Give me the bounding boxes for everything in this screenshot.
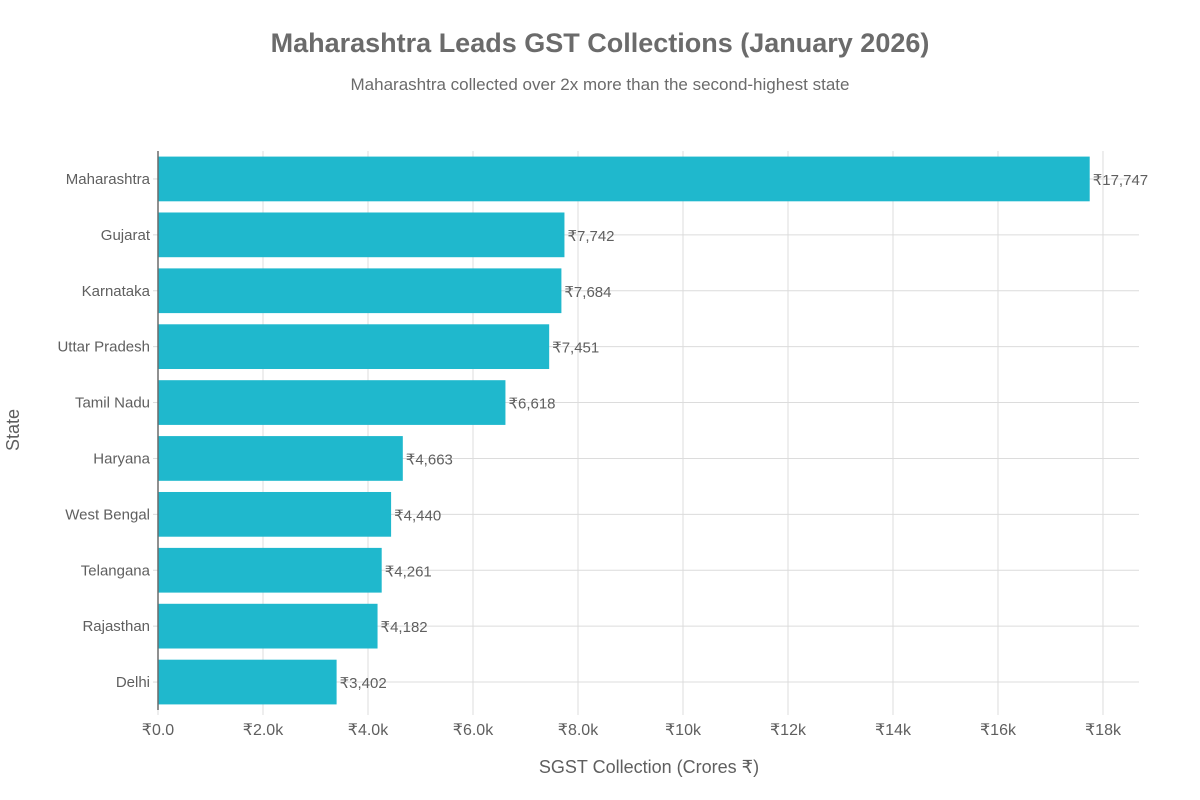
data-label: ₹6,618: [508, 396, 555, 413]
x-tick-label: ₹16k: [980, 722, 1017, 739]
y-tick-label: Telangana: [81, 562, 151, 579]
bar-gujarat: [158, 212, 565, 258]
y-tick-label: Rajasthan: [82, 618, 150, 635]
chart-title: Maharashtra Leads GST Collections (Janua…: [270, 28, 930, 58]
data-label: ₹4,261: [385, 563, 432, 580]
x-tick-label: ₹18k: [1085, 722, 1122, 739]
x-tick-label: ₹0.0: [142, 722, 175, 739]
x-tick-label: ₹8.0k: [558, 722, 599, 739]
data-label: ₹4,663: [406, 451, 453, 468]
y-tick-label: Maharashtra: [66, 171, 151, 188]
data-label: ₹7,684: [564, 284, 611, 301]
x-tick-label: ₹12k: [770, 722, 807, 739]
data-label: ₹7,451: [552, 340, 599, 357]
x-axis-label: SGST Collection (Crores ₹): [539, 757, 759, 777]
y-tick-label: Tamil Nadu: [75, 395, 150, 412]
bar-rajasthan: [158, 603, 378, 649]
y-tick-label: Uttar Pradesh: [57, 339, 150, 356]
x-tick-label: ₹6.0k: [453, 722, 494, 739]
y-tick-label: Gujarat: [101, 227, 151, 244]
x-tick-label: ₹10k: [665, 722, 702, 739]
bar-haryana: [158, 436, 403, 481]
x-tick-label: ₹4.0k: [348, 722, 389, 739]
data-label: ₹17,747: [1093, 172, 1148, 189]
bar-karnataka: [158, 268, 562, 314]
y-tick-label: Karnataka: [82, 283, 151, 300]
y-tick-label: West Bengal: [65, 506, 150, 523]
y-tick-label: Haryana: [93, 450, 150, 467]
y-tick-label: Delhi: [116, 674, 150, 691]
bar-west-bengal: [158, 491, 392, 537]
chart-subtitle: Maharashtra collected over 2x more than …: [350, 75, 850, 94]
data-label: ₹4,440: [394, 507, 441, 524]
data-label: ₹7,742: [567, 228, 614, 245]
data-label: ₹4,182: [381, 619, 428, 636]
bar-maharashtra: [158, 156, 1090, 202]
x-tick-label: ₹2.0k: [243, 722, 284, 739]
y-axis-label: State: [3, 409, 23, 451]
bar-telangana: [158, 547, 382, 593]
data-label: ₹3,402: [340, 675, 387, 692]
bar-uttar-pradesh: [158, 324, 550, 370]
x-tick-label: ₹14k: [875, 722, 912, 739]
bar-tamil-nadu: [158, 380, 506, 425]
bar-delhi: [158, 659, 337, 705]
